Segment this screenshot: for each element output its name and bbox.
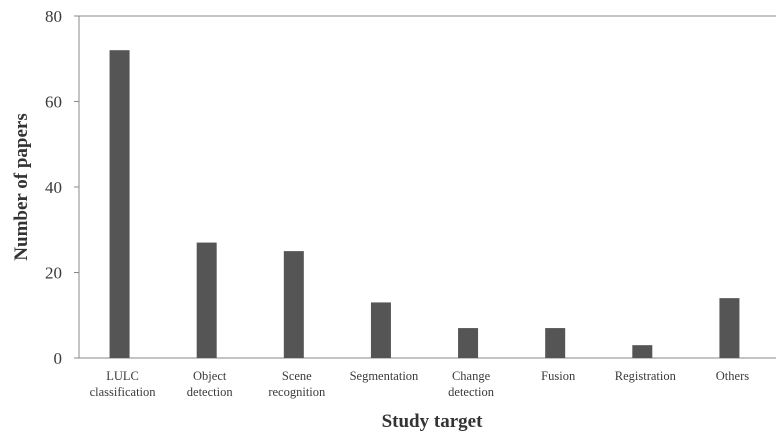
y-tick-label: 60 [45,93,62,112]
bar [283,251,304,358]
y-tick-label: 40 [45,178,62,197]
x-axis-title: Study target [382,411,483,432]
x-tick-label: LULC classification [90,369,157,399]
y-tick-label: 0 [54,349,63,368]
bar [196,242,217,358]
x-tick-label: Fusion [541,369,576,383]
bar [632,345,653,358]
bars [109,50,740,358]
y-axis-ticks: 0 20 40 60 80 [45,7,79,368]
y-tick-label: 20 [45,264,62,283]
bar [545,328,566,358]
x-tick-label: Change detection [448,369,495,399]
plot-area [78,15,776,359]
x-tick-label: Scene recognition [268,369,326,399]
x-tick-label: Registration [615,369,677,383]
bar [109,50,130,358]
bar [719,298,740,358]
y-tick-label: 80 [45,7,62,26]
x-tick-label: Segmentation [350,369,419,383]
x-tick-label: Object detection [187,369,234,399]
x-tick-label: Others [716,369,749,383]
bar [458,328,479,358]
x-axis-ticks: LULC classification Object detection Scene re… [90,369,750,399]
y-axis-title: Number of papers [11,113,32,260]
bar [370,302,391,358]
